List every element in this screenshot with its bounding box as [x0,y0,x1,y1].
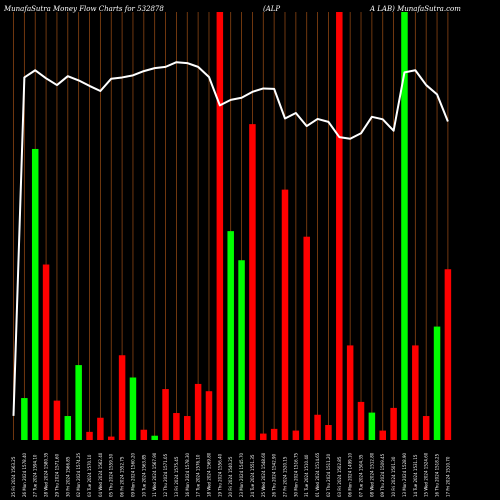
flow-bar [422,416,430,440]
flow-bar [412,345,419,440]
flow-bar [184,416,191,440]
flow-bar [97,417,104,440]
flow-bar [346,345,354,440]
x-tick-label: 24 Tue 2024 1551.35 [250,454,255,497]
x-tick-label: 11 Wed 2024 1567.90 [152,452,157,497]
flow-bar [444,269,452,440]
flow-bar [129,377,137,440]
flow-bar [379,430,386,440]
tick-labels: 25 Fri 2024 1563.25 26 Mon 2024 1578.40 27… [11,452,450,497]
x-tick-label: 14 Tue 2024 1531.15 [413,454,418,497]
flow-bar [325,425,332,440]
x-tick-label: 16 Mon 2024 1578.30 [185,452,190,497]
flow-bar [357,401,365,440]
x-tick-label: 09 Mon 2024 1560.20 [130,452,135,497]
x-tick-label: 10 Fri 2024 1501.30 [391,456,396,497]
flow-bar [336,12,343,440]
x-tick-label: 12 Thu 2024 1571.05 [163,453,168,497]
chart-title-right: A LAB) MunafaSutra.com [369,5,461,13]
x-tick-label: 04 Wed 2024 1562.40 [98,452,103,497]
price-line [12,61,449,416]
x-tick-label: 19 Thu 2024 1556.40 [217,453,222,497]
flow-bar [270,428,278,440]
x-tick-label: 10 Tue 2024 1563.85 [141,454,146,497]
x-tick-label: 20 Fri 2024 1540.25 [228,456,233,497]
flow-bar [401,12,408,440]
flow-bar [238,260,245,440]
x-tick-label: 03 Fri 2024 1502.85 [337,456,342,497]
flow-bar [433,326,441,440]
flow-bar [249,124,256,441]
x-tick-label: 16 Thu 2024 1518.25 [435,453,440,497]
x-tick-label: 18 Wed 2024 1569.80 [206,452,211,497]
x-tick-label: 30 Mon 2024 1516.75 [293,452,298,497]
x-tick-label: 17 Fri 2024 1510.70 [445,456,450,497]
flow-bar [281,189,289,440]
x-tick-label: 28 Wed 2024 1580.35 [44,452,49,497]
x-tick-label: 02 Thu 2024 1511.20 [326,453,331,497]
x-tick-label: 13 Mon 2024 1528.90 [402,452,407,497]
x-tick-label: 01 Wed 2024 1514.65 [315,452,320,497]
x-tick-label: 26 Mon 2024 1578.40 [22,452,27,497]
x-tick-label: 06 Fri 2024 1552.75 [120,456,125,497]
flow-bar [173,413,180,440]
flow-bar [162,389,169,440]
x-tick-label: 09 Thu 2024 1509.45 [380,453,385,497]
x-tick-label: 23 Mon 2024 1545.70 [239,452,244,497]
flow-bar [292,430,300,440]
x-tick-label: 29 Thu 2024 1571.60 [54,453,59,497]
x-tick-label: 15 Wed 2024 1524.60 [424,452,429,497]
x-tick-label: 31 Tue 2024 1510.40 [304,454,309,497]
x-tick-label: 27 Fri 2024 1520.15 [283,456,288,497]
flow-bar [314,414,321,440]
flow-bar [86,431,93,440]
bar-series [21,12,452,441]
flow-bar [151,435,158,440]
flow-bar [21,398,28,440]
flow-bar [368,412,376,440]
flow-bar [42,264,50,440]
flow-bar [260,433,267,440]
x-tick-label: 25 Fri 2024 1563.25 [11,456,16,497]
x-tick-label: 17 Tue 2024 1576.10 [196,454,201,497]
x-tick-label: 05 Thu 2024 1559.30 [109,453,114,497]
flow-bar [205,391,213,440]
flow-bar [64,416,72,440]
flow-bar [75,365,82,440]
flow-bar [31,148,39,440]
flow-bar [118,355,126,440]
x-tick-label: 06 Mon 2024 1499.10 [348,452,353,497]
x-tick-label: 30 Fri 2024 1566.85 [65,456,70,497]
x-tick-label: 08 Wed 2024 1512.80 [369,452,374,497]
x-tick-label: 07 Tue 2024 1504.35 [359,454,364,497]
x-tick-label: 02 Mon 2024 1574.25 [76,452,81,497]
x-tick-label: 13 Fri 2024 1575.45 [174,456,179,497]
flow-bar [390,407,397,440]
x-tick-label: 25 Wed 2024 1548.60 [261,452,266,497]
x-tick-label: 03 Tue 2024 1570.10 [87,454,92,497]
flow-bar [53,400,61,440]
chart-title-mid: (ALP [263,5,280,13]
flow-bar [194,383,202,440]
flow-bar [140,429,148,440]
x-tick-label: 26 Thu 2024 1542.90 [272,453,277,497]
flow-bar [303,236,310,440]
chart-title-left: MunafaSutra Money Flow Charts for 532878 [3,5,164,13]
x-tick-label: 27 Tue 2024 1594.10 [33,454,38,497]
line-series [12,61,449,416]
flow-bar [227,231,234,440]
flow-bar [107,436,115,440]
flow-bar [216,12,224,440]
